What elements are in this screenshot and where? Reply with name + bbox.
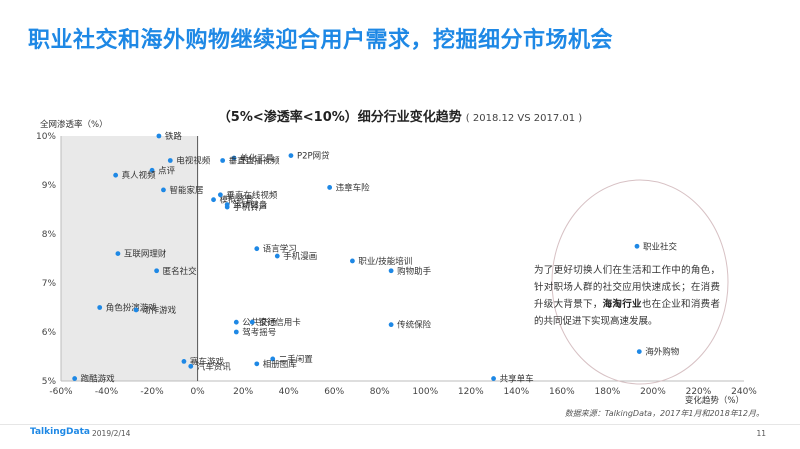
data-point: [635, 244, 640, 249]
data-point-label: 传统保险: [397, 320, 432, 331]
y-tick-label: 8%: [42, 230, 57, 240]
data-point: [327, 185, 332, 190]
data-point: [234, 320, 239, 325]
x-tick-label: 40%: [279, 387, 299, 397]
x-tick-label: 20%: [233, 387, 253, 397]
data-point: [350, 259, 355, 264]
data-point-label: 铁路: [165, 131, 183, 142]
y-tick-label: 7%: [42, 279, 57, 289]
page-number: 11: [756, 429, 766, 438]
data-point: [168, 158, 173, 163]
data-point-label: 智能家居: [169, 185, 203, 196]
x-axis-ticks: -60% -40% -20% 0% 20% 40% 60% 80% 100% 120% 140% 16…: [49, 387, 757, 397]
data-point-label: 共享单车: [500, 374, 534, 385]
data-point: [275, 254, 280, 259]
y-axis-ticks: 5% 6% 7% 8% 9% 10%: [36, 132, 56, 387]
data-point: [188, 364, 193, 369]
data-point: [116, 251, 121, 256]
x-axis-label: 变化趋势（%）: [685, 395, 744, 406]
data-point-label: 点评: [158, 166, 176, 176]
data-point-label: 相册图库: [263, 359, 298, 370]
footer-date: 2019/2/14: [92, 429, 130, 438]
data-point: [182, 359, 187, 364]
data-point: [156, 134, 161, 139]
data-point: [211, 197, 216, 202]
x-tick-label: 120%: [458, 387, 484, 397]
data-point: [218, 192, 223, 197]
footer-divider: [0, 424, 800, 425]
data-point-label: 违章车险: [336, 182, 371, 193]
data-point: [134, 308, 139, 313]
data-point: [97, 305, 102, 310]
data-point-label: 职业社交: [643, 241, 678, 252]
x-tick-label: 140%: [503, 387, 529, 397]
data-point: [254, 361, 259, 366]
x-tick-label: -60%: [49, 387, 73, 397]
data-point-label: 电视视频: [176, 156, 211, 167]
data-point-label: 购物助手: [397, 266, 432, 277]
callout-text: 为了更好切换人们在生活和工作中的角色，针对职场人群的社交应用快速成长；在消费升级…: [534, 262, 720, 330]
data-point: [389, 322, 394, 327]
brand-logo: TalkingData: [30, 427, 90, 437]
x-tick-label: 200%: [640, 387, 666, 397]
data-point: [113, 173, 118, 178]
data-point-label: 动作游戏: [142, 305, 177, 316]
y-tick-label: 5%: [42, 377, 57, 387]
data-point-label: 驾考摇号: [242, 327, 276, 338]
x-tick-label: -20%: [140, 387, 164, 397]
data-point-label: 互联网理财: [124, 249, 167, 260]
data-point: [161, 188, 166, 193]
data-point: [154, 268, 159, 273]
y-tick-label: 9%: [42, 181, 57, 191]
data-point: [254, 246, 259, 251]
data-point-label: 海外购物: [645, 347, 680, 358]
x-tick-label: -40%: [95, 387, 119, 397]
data-point-label: 手机漫画: [283, 251, 317, 262]
x-tick-label: 180%: [595, 387, 621, 397]
data-point: [637, 349, 642, 354]
x-tick-label: 160%: [549, 387, 575, 397]
data-point-label: 银行信用卡: [258, 317, 301, 328]
data-point-label: 跑酷游戏: [81, 374, 116, 385]
data-point-label: 真人视频: [122, 170, 157, 181]
data-point-label: 汽车资讯: [197, 361, 232, 372]
data-point-label: P2P网贷: [297, 151, 330, 162]
data-point: [250, 320, 255, 325]
y-tick-label: 10%: [36, 132, 56, 142]
y-tick-label: 6%: [42, 328, 57, 338]
x-tick-label: 100%: [412, 387, 438, 397]
data-point-label: 职业/技能培训: [358, 256, 412, 267]
data-point: [389, 268, 394, 273]
y-axis-label: 全网渗透率（%）: [40, 119, 108, 130]
data-point: [225, 205, 230, 210]
x-tick-label: 80%: [370, 387, 390, 397]
data-point: [220, 158, 225, 163]
data-point-label: 匿名社交: [163, 266, 198, 277]
data-point-label: 手机铃声: [233, 202, 267, 213]
callout-bold: 海淘行业: [603, 299, 642, 310]
data-point: [234, 330, 239, 335]
data-point-label: 垂直在线视频: [226, 190, 278, 201]
data-point: [289, 153, 294, 158]
x-tick-label: 60%: [324, 387, 344, 397]
x-tick-label: 0%: [190, 387, 205, 397]
data-point-label: 垂直直播视频: [229, 156, 281, 167]
data-source: 数据来源：TalkingData，2017年1月和2018年12月。: [565, 408, 764, 419]
data-point: [491, 376, 496, 381]
data-point: [72, 376, 77, 381]
